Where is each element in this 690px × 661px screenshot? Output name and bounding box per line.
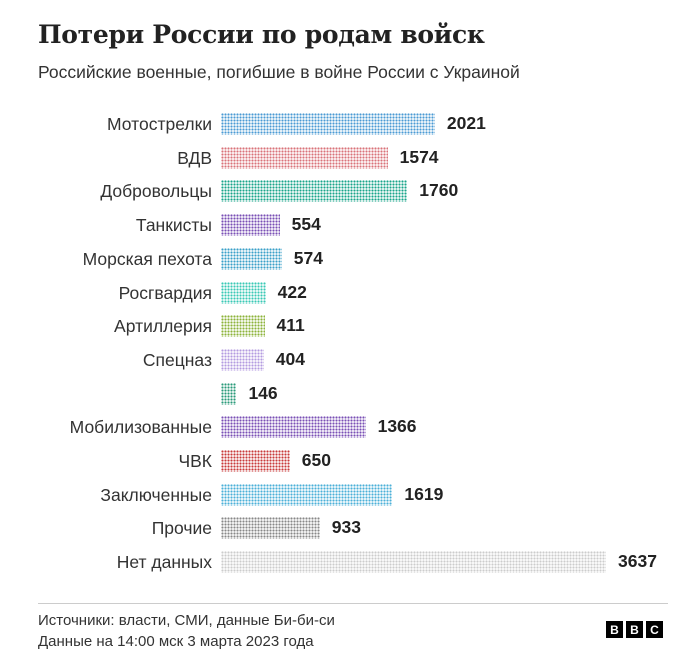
bar: [221, 416, 366, 439]
bar: [221, 146, 388, 169]
value-label: 1760: [419, 180, 459, 201]
bbc-logo: B B C: [606, 621, 663, 638]
value-label: 3637: [618, 551, 657, 572]
bar: [221, 348, 264, 371]
bar: [221, 382, 237, 405]
bar-row: Прочие 933: [0, 516, 690, 540]
value-label: 422: [277, 281, 307, 302]
category-label: Прочие: [151, 518, 212, 539]
value-label: 933: [331, 517, 361, 538]
footer: Источники: власти, СМИ, данные Би-би-си …: [38, 610, 335, 652]
category-label: Спецназ: [142, 349, 212, 370]
value-label: 1574: [399, 146, 439, 167]
category-label: ЧВК: [178, 451, 212, 471]
value-label: 2021: [446, 113, 486, 133]
category-label: Заключенные: [100, 484, 212, 505]
category-label: Мобилизованные: [69, 417, 212, 438]
value-label: 1366: [377, 416, 417, 437]
category-label: Росгвардия: [118, 282, 212, 303]
category-label: Нет данных: [116, 552, 212, 573]
value-label: 554: [291, 214, 321, 235]
bar-row: Добровольцы 1760: [0, 179, 690, 203]
bar: [221, 247, 282, 270]
logo-letter: B: [626, 621, 643, 638]
chart-subtitle: Российские военные, погибшие в войне Рос…: [38, 62, 520, 82]
date-text: Данные на 14:00 мск 3 марта 2023 года: [38, 633, 314, 650]
bar: [221, 551, 606, 574]
bar-row: ВДВ 1574: [0, 146, 690, 170]
bar: [221, 483, 393, 506]
value-label: 411: [276, 315, 305, 336]
bar: [221, 180, 408, 203]
category-label: Мотострелки: [107, 114, 212, 134]
chart-title: Потери России по родам войск: [38, 20, 485, 49]
bar-row: Мотострелки 2021: [0, 112, 690, 136]
value-label: 1619: [404, 483, 444, 504]
bar: [221, 113, 435, 135]
bar-row: Танкисты 554: [0, 213, 690, 237]
bar: [221, 450, 290, 472]
value-label: 146: [248, 382, 278, 403]
category-label: Морская пехота: [82, 248, 212, 269]
bar-row: Морская пехота 574: [0, 247, 690, 271]
bar-row: 146: [0, 382, 690, 406]
bar-row: Росгвардия 422: [0, 281, 690, 305]
bar-row: Мобилизованные 1366: [0, 415, 690, 439]
category-label: ВДВ: [177, 147, 212, 168]
category-label: Танкисты: [135, 215, 212, 236]
bar: [221, 214, 280, 237]
bar-row: Артиллерия 411: [0, 314, 690, 338]
logo-letter: B: [606, 621, 623, 638]
bar-row: ЧВК 650: [0, 449, 690, 473]
bar-chart: Мотострелки 2021 ВДВ 1574 Добровольцы 1760 Тан…: [0, 108, 690, 588]
bar: [221, 315, 265, 338]
bar: [221, 517, 320, 540]
value-label: 404: [275, 348, 305, 369]
value-label: 574: [293, 247, 323, 268]
bar: [221, 281, 266, 304]
source-text: Источники: власти, СМИ, данные Би-би-си: [38, 612, 335, 629]
category-label: Добровольцы: [100, 181, 212, 202]
bar-row: Заключенные 1619: [0, 483, 690, 507]
bar-row: Нет данных 3637: [0, 550, 690, 574]
value-label: 650: [301, 450, 331, 470]
divider: [38, 603, 668, 604]
category-label: Артиллерия: [114, 316, 212, 337]
bar-row: Спецназ 404: [0, 348, 690, 372]
logo-letter: C: [646, 621, 663, 638]
